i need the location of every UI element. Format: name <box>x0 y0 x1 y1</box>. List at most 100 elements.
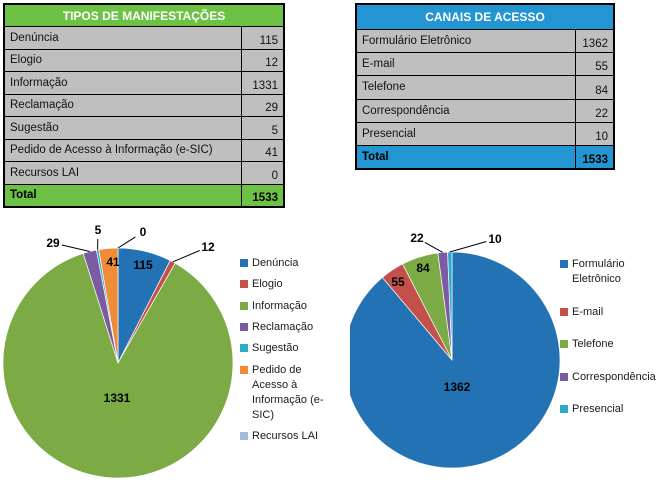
row-label: Total <box>362 150 389 163</box>
legend-label: Presencial <box>572 403 624 415</box>
row-label: Recursos LAI <box>10 166 80 179</box>
table-row-informacao: Informação 1331 <box>5 72 283 95</box>
data-label-pedido-de-acesso-a-informacao-e-sic: 41 <box>106 255 120 269</box>
data-label-informacao: 1331 <box>104 391 131 405</box>
row-value: 1331 <box>241 72 283 94</box>
leader-line-elogio <box>172 250 200 263</box>
row-value: 41 <box>241 139 283 161</box>
tipos-pie-chart: 115 12 1331 29 5 41 0 <box>2 223 234 479</box>
table-row-elogio: Elogio 12 <box>5 49 283 72</box>
leader-line-reclamacao <box>61 244 90 252</box>
legend-label: Correspondência <box>572 370 656 383</box>
tipos-pie-legend: Denúncia Elogio Informação Reclamação Sugest… <box>240 256 340 444</box>
row-label: Sugestão <box>10 121 59 134</box>
legend-label: Sugestão <box>252 342 299 355</box>
legend-label: Denúncia <box>252 257 299 269</box>
table-total-row: Total 1533 <box>357 145 613 169</box>
legend-marker-icon <box>560 372 568 381</box>
legend-item-elogio: Elogio <box>240 277 340 292</box>
legend-marker-icon <box>240 280 248 289</box>
canais-pie-legend: Formulário Eletrônico E-mail Telefone Corre… <box>560 257 660 417</box>
table-row-reclamacao: Reclamação 29 <box>5 94 283 117</box>
legend-label: Pedido de Acesso à Informação (e-SIC) <box>252 363 324 421</box>
row-label: Elogio <box>10 54 42 67</box>
row-value: 5 <box>241 117 283 139</box>
pie-slice-presencial <box>447 251 453 361</box>
row-value: 1533 <box>241 184 283 206</box>
canais-pie-chart: 1362 55 84 22 10 <box>350 231 561 469</box>
row-label: Informação <box>10 76 68 89</box>
legend-marker-icon <box>240 259 248 267</box>
legend-label: Telefone <box>572 338 614 350</box>
row-label: Formulário Eletrônico <box>362 35 472 48</box>
data-label-presencial: 10 <box>488 232 502 246</box>
row-label: Correspondência <box>362 104 450 117</box>
legend-label: E-mail <box>572 305 604 318</box>
row-label: Denúncia <box>10 31 59 44</box>
row-label: E-mail <box>362 58 395 71</box>
row-value: 10 <box>575 122 613 145</box>
data-label-sugestao: 5 <box>95 223 102 237</box>
table-row-telefone: Telefone 84 <box>357 76 613 100</box>
data-label-correspondencia: 22 <box>410 231 424 245</box>
tipos-de-manifestacoes-table: TIPOS DE MANIFESTAÇÕES Denúncia 115 Elogio… <box>3 3 285 208</box>
row-value: 22 <box>575 99 613 122</box>
row-value: 1533 <box>575 145 613 169</box>
table-row-pedido-de-acesso-a-informacao-e-sic: Pedido de Acesso à Informação (e-SIC) 41 <box>5 139 283 162</box>
legend-marker-icon <box>240 344 248 353</box>
row-value: 29 <box>241 94 283 116</box>
row-label: Telefone <box>362 81 406 94</box>
table-row-formulario-eletronico: Formulário Eletrônico 1362 <box>357 30 613 54</box>
data-label-formulario-eletronico: 1362 <box>444 380 471 394</box>
legend-item-e-mail: E-mail <box>560 305 660 320</box>
row-label: Total <box>10 189 37 202</box>
legend-marker-icon <box>240 301 248 310</box>
row-value: 1362 <box>575 30 613 53</box>
leader-line-presencial <box>449 241 487 253</box>
table-row-e-mail: E-mail 55 <box>357 53 613 77</box>
data-label-elogio: 12 <box>201 240 215 254</box>
legend-marker-icon <box>240 431 248 440</box>
legend-marker-icon <box>240 322 248 331</box>
table-row-denuncia: Denúncia 115 <box>5 27 283 50</box>
legend-item-sugestao: Sugestão <box>240 341 340 356</box>
leader-line-correspondencia <box>424 241 443 253</box>
tipos-table-title: TIPOS DE MANIFESTAÇÕES <box>5 5 283 27</box>
table-row-sugestao: Sugestão 5 <box>5 117 283 140</box>
legend-item-correspondencia: Correspondência <box>560 370 660 385</box>
row-value: 115 <box>241 27 283 49</box>
legend-label: Recursos LAI <box>252 429 319 442</box>
legend-item-presencial: Presencial <box>560 402 660 417</box>
pie-slice-pedido-de-acesso-a-informacao-e-sic <box>98 247 119 364</box>
data-label-e-mail: 55 <box>391 275 405 289</box>
tipos-table-body: Denúncia 115 Elogio 12 Informação 1331 Reclama… <box>5 27 283 206</box>
legend-label: Informação <box>252 299 308 312</box>
row-label: Reclamação <box>10 99 74 112</box>
table-row-correspondencia: Correspondência 22 <box>357 99 613 123</box>
row-label: Presencial <box>362 127 416 140</box>
legend-marker-icon <box>240 365 248 374</box>
legend-marker-icon <box>560 307 568 316</box>
canais-table-body: Formulário Eletrônico 1362 E-mail 55 Telefon… <box>357 30 613 169</box>
leader-line-recursos-lai <box>117 236 136 249</box>
canais-table-title: CANAIS DE ACESSO <box>357 5 613 30</box>
data-label-telefone: 84 <box>416 261 430 275</box>
table-total-row: Total 1533 <box>5 184 283 206</box>
row-label: Pedido de Acesso à Informação (e-SIC) <box>10 144 213 157</box>
pie-slice-formulario-eletronico <box>350 251 561 469</box>
legend-item-denuncia: Denúncia <box>240 256 340 271</box>
data-label-recursos-lai: 0 <box>140 225 147 239</box>
legend-label: Formulário Eletrônico <box>572 258 625 285</box>
legend-label: Elogio <box>252 278 283 291</box>
data-label-denuncia: 115 <box>133 258 153 272</box>
legend-marker-icon <box>560 340 568 348</box>
legend-item-formulario-eletronico: Formulário Eletrônico <box>560 257 660 287</box>
legend-marker-icon <box>560 405 568 413</box>
legend-item-pedido-de-acesso-a-informacao-e-sic: Pedido de Acesso à Informação (e-SIC) <box>240 363 340 423</box>
pie-slice-informacao <box>2 252 234 479</box>
legend-marker-icon <box>560 260 568 268</box>
row-value: 12 <box>241 49 283 71</box>
data-label-reclamacao: 29 <box>46 236 60 250</box>
legend-item-telefone: Telefone <box>560 337 660 352</box>
